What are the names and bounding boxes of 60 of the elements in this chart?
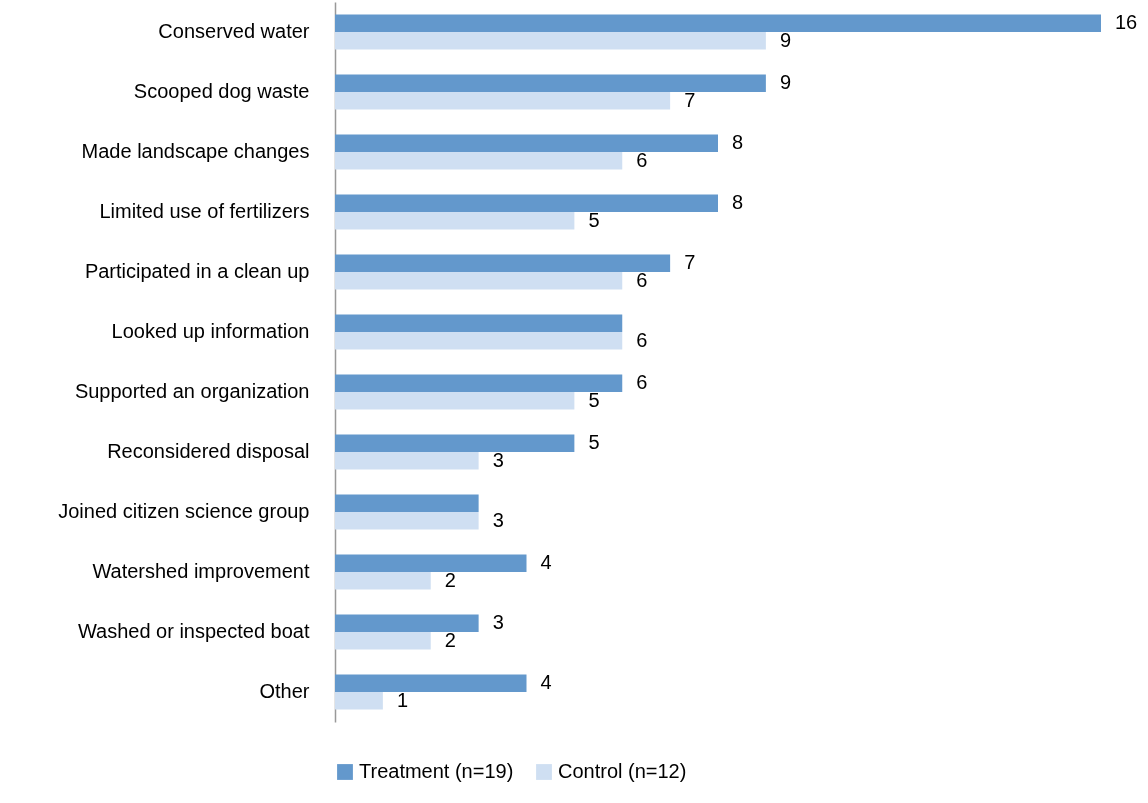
y-tick-label: Watershed improvement [92, 560, 310, 582]
bar [335, 674, 527, 692]
bar [335, 314, 623, 332]
bar [335, 494, 479, 512]
data-label: 5 [588, 388, 600, 411]
data-label: 6 [636, 268, 648, 291]
bar [335, 374, 623, 392]
data-label: 6 [636, 371, 648, 394]
y-tick-label: Limited use of fertilizers [99, 200, 310, 222]
data-label: 16 [1115, 11, 1138, 34]
bar [335, 92, 671, 110]
y-tick-label: Conserved water [158, 20, 310, 42]
bar [335, 134, 718, 152]
data-label: 4 [540, 551, 552, 574]
bar [335, 632, 431, 650]
bar [335, 614, 479, 632]
data-label: 2 [444, 568, 456, 591]
y-tick-label: Reconsidered disposal [107, 440, 310, 462]
bar [335, 512, 479, 530]
bar [335, 254, 671, 272]
legend-label: Control (n=12) [558, 760, 687, 782]
data-label: 3 [492, 448, 504, 471]
bar [335, 212, 575, 230]
data-label: 5 [588, 431, 600, 454]
data-label: 2 [444, 628, 456, 651]
bar [335, 152, 623, 170]
bar [335, 572, 431, 590]
y-tick-label: Washed or inspected boat [77, 620, 310, 642]
bar [335, 74, 766, 92]
bar [335, 194, 718, 212]
y-tick-label: Made landscape changes [81, 140, 310, 162]
bar [335, 434, 575, 452]
data-label: 6 [636, 328, 648, 351]
y-tick-label: Participated in a clean up [84, 260, 310, 282]
data-label: 9 [779, 28, 791, 51]
bar [335, 332, 623, 350]
data-label: 9 [779, 71, 791, 94]
data-label: 1 [396, 688, 408, 711]
bar [335, 554, 527, 572]
y-tick-label: Scooped dog waste [133, 80, 310, 102]
data-label: 3 [492, 508, 504, 531]
data-label: 7 [684, 251, 696, 274]
data-label: 5 [588, 208, 600, 231]
y-tick-label: Other [259, 680, 310, 702]
bar [335, 392, 575, 410]
data-label: 3 [492, 611, 504, 634]
y-tick-label: Joined citizen science group [58, 500, 310, 522]
bar [335, 14, 1101, 32]
data-label: 8 [732, 131, 744, 154]
y-tick-label: Looked up information [111, 320, 310, 342]
bar [335, 692, 383, 710]
bar [335, 272, 623, 290]
data-label: 8 [732, 191, 744, 214]
y-tick-label: Supported an organization [74, 380, 310, 402]
data-label: 6 [636, 148, 648, 171]
data-label: 4 [540, 671, 552, 694]
data-label: 7 [684, 88, 696, 111]
bar [335, 32, 766, 50]
bar [335, 452, 479, 470]
legend-label: Treatment (n=19) [359, 760, 514, 782]
